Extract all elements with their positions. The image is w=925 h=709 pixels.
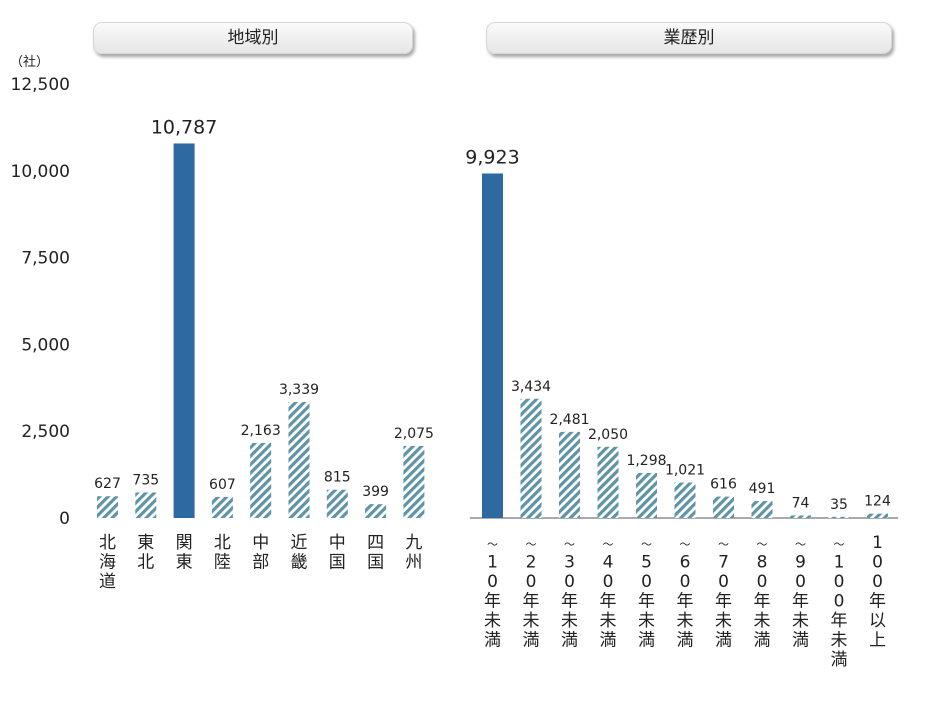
bar (288, 402, 310, 518)
bar-value-label: 491 (749, 481, 776, 497)
bars: 627 北海道 735 東北 10,787 関東 607 北陸 2,163 中部 3,339 近畿 81… (94, 116, 891, 670)
bar-value-label: 74 (792, 495, 810, 511)
category-label: ～ 2 0 年未満 (523, 538, 540, 651)
y-tick-label: 7,500 (21, 249, 70, 269)
bar (867, 513, 888, 518)
bar (365, 504, 387, 518)
y-tick-label: 0 (59, 509, 70, 529)
category-label: ～ 1 0 0 年未満 (831, 538, 848, 670)
category-label: ～ 8 0 年未満 (754, 538, 771, 651)
y-axis-unit: （社） (10, 54, 49, 70)
bar-value-label: 9,923 (465, 146, 519, 168)
y-tick-label: 10,000 (11, 162, 70, 182)
bar (135, 492, 157, 518)
bar-value-label: 124 (864, 494, 891, 510)
bar (250, 442, 272, 518)
bar-value-label: 627 (94, 476, 121, 492)
bar (674, 482, 696, 518)
bar (828, 516, 850, 518)
category-label: ～ 3 0 年未満 (561, 538, 578, 651)
category-label: 北海道 (99, 533, 116, 592)
career-group-header: 業歴別 (486, 22, 892, 54)
bar-value-label: 399 (362, 484, 389, 500)
bar-value-label: 2,075 (394, 426, 434, 442)
y-tick-label: 5,000 (21, 335, 70, 355)
category-label: ～ 7 0 年未満 (715, 538, 732, 651)
bar-value-label: 10,787 (151, 116, 217, 138)
category-label: 九州 (405, 533, 422, 573)
bar-value-label: 3,339 (279, 382, 319, 398)
category-label: 東北 (137, 533, 154, 573)
bar-value-label: 3,434 (511, 379, 551, 395)
y-tick-label: 12,500 (11, 75, 70, 95)
bar-value-label: 735 (132, 472, 159, 488)
bar (559, 431, 580, 518)
bar-value-label: 2,481 (549, 412, 589, 428)
bar-value-label: 2,163 (241, 423, 281, 439)
category-label: ～ 6 0 年未満 (677, 538, 694, 651)
category-label: 中部 (252, 533, 269, 573)
bar (597, 446, 619, 518)
category-label: 中国 (329, 533, 346, 573)
bar (520, 398, 542, 518)
bar-value-label: 1,298 (626, 453, 666, 469)
category-label: 四国 (367, 533, 384, 573)
category-label: ～ 1 0 年未満 (484, 538, 501, 651)
bar (326, 489, 348, 518)
bar (97, 496, 118, 518)
bar-value-label: 1,021 (665, 463, 705, 479)
category-label: 北陸 (214, 533, 231, 573)
y-axis: 0 2,500 5,000 7,500 10,000 12,500 (11, 75, 70, 529)
bar-value-label: 35 (830, 497, 848, 513)
category-label: ～ 5 0 年未満 (638, 538, 655, 651)
category-label: ～ 9 0 年未満 (792, 538, 809, 651)
category-label: 近畿 (291, 533, 308, 573)
bar-value-label: 2,050 (588, 427, 628, 443)
bar (173, 143, 195, 519)
bar (713, 496, 734, 518)
category-label: 関東 (176, 533, 193, 573)
bar-value-label: 607 (209, 477, 236, 493)
bar (482, 173, 503, 518)
bar (403, 445, 425, 518)
bar (211, 496, 233, 518)
category-label: ～ 4 0 年未満 (600, 538, 617, 651)
bar (636, 472, 657, 518)
region-group-header: 地域別 (93, 22, 413, 54)
bar-value-label: 616 (710, 477, 737, 493)
category-label: 1 0 0 年以上 (869, 533, 886, 651)
bar-value-label: 815 (324, 470, 351, 486)
bar (790, 515, 811, 518)
y-tick-label: 2,500 (21, 422, 70, 442)
bar (751, 500, 773, 518)
